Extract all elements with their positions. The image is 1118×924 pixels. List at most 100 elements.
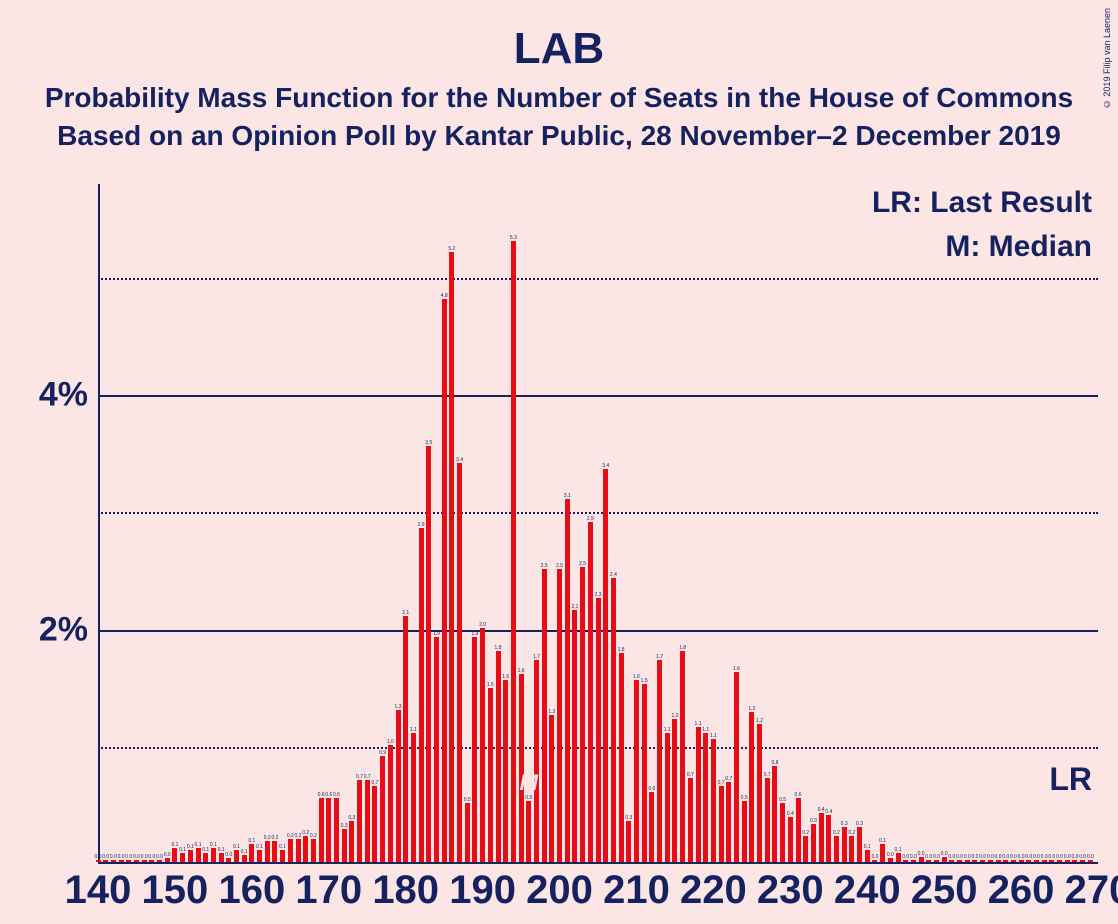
- bar: 0.0: [949, 860, 954, 862]
- bar: 2.9: [419, 528, 424, 862]
- bar: 0.1: [249, 844, 254, 862]
- bar-value-label: 1.5: [641, 678, 648, 684]
- bar-value-label: 1.7: [533, 654, 540, 660]
- grid-line-dotted: [98, 278, 1098, 280]
- bar: 4.8: [442, 299, 447, 862]
- bar-value-label: 2.5: [556, 563, 563, 569]
- bar: 0.0: [142, 860, 147, 862]
- bar-value-label: 1.6: [633, 674, 640, 680]
- bar: 5.2: [449, 252, 454, 862]
- bar: 1.6: [519, 674, 524, 862]
- bar-value-label: 0.0: [956, 854, 963, 860]
- bar: 1.6: [634, 680, 639, 862]
- bar: 0.0: [903, 860, 908, 862]
- bar: 1.6: [734, 672, 739, 862]
- bar: 0.2: [803, 836, 808, 862]
- bar: 2.5: [557, 569, 562, 862]
- bar-value-label: 0.1: [248, 838, 255, 844]
- bar: 0.0: [1003, 860, 1008, 862]
- bar-value-label: 0.0: [95, 854, 102, 860]
- bar-value-label: 1.2: [671, 713, 678, 719]
- bar: 3.1: [565, 499, 570, 862]
- bar-value-label: 3.4: [602, 463, 609, 469]
- bar-value-label: 0.0: [1056, 854, 1063, 860]
- bar-value-label: 0.0: [164, 852, 171, 858]
- bar-value-label: 0.0: [948, 854, 955, 860]
- x-axis-tick: 250: [911, 868, 978, 913]
- x-axis-tick: 150: [142, 868, 209, 913]
- bar: 0.7: [719, 786, 724, 862]
- bar-value-label: 0.1: [202, 847, 209, 853]
- bar: 0.4: [788, 817, 793, 862]
- bar: 0.2: [834, 836, 839, 862]
- bar: 1.8: [496, 651, 501, 862]
- copyright-text: © 2019 Filip van Laenen: [1102, 8, 1112, 109]
- bar: 0.2: [849, 836, 854, 862]
- bar-value-label: 1.0: [387, 739, 394, 745]
- bar: 2.4: [611, 578, 616, 862]
- bar: 0.0: [119, 860, 124, 862]
- bar-value-label: 0.6: [648, 786, 655, 792]
- bar: 2.3: [596, 598, 601, 862]
- bar: 0.1: [196, 848, 201, 862]
- bar: 0.3: [349, 821, 354, 862]
- bar-value-label: 0.1: [179, 847, 186, 853]
- bar-value-label: 1.9: [471, 631, 478, 637]
- last-result-marker: LR: [1049, 761, 1092, 798]
- bar-value-label: 0.0: [964, 854, 971, 860]
- bar: 0.3: [626, 821, 631, 862]
- bar-value-label: 0.5: [779, 797, 786, 803]
- bar-value-label: 0.0: [156, 854, 163, 860]
- bar-value-label: 0.4: [818, 807, 825, 813]
- bar: 0.0: [1057, 860, 1062, 862]
- bar: 1.2: [757, 724, 762, 862]
- bar: 0.0: [103, 860, 108, 862]
- bar: 1.3: [396, 710, 401, 862]
- bar: 0.0: [942, 857, 947, 862]
- bar-value-label: 2.0: [479, 622, 486, 628]
- bar: 0.2: [272, 841, 277, 862]
- bar-value-label: 0.0: [141, 854, 148, 860]
- bar: 1.3: [749, 712, 754, 862]
- bar: 0.0: [972, 860, 977, 862]
- bar: 0.0: [134, 860, 139, 862]
- bar-value-label: 0.1: [879, 838, 886, 844]
- bar-value-label: 0.3: [856, 821, 863, 827]
- bar-value-label: 0.5: [741, 795, 748, 801]
- bar: 3.5: [426, 446, 431, 862]
- bar-value-label: 1.8: [618, 647, 625, 653]
- bar-value-label: 0.7: [687, 772, 694, 778]
- bar-value-label: 0.5: [464, 797, 471, 803]
- bar: 2.5: [542, 569, 547, 862]
- bar: 0.1: [172, 848, 177, 862]
- x-axis-tick: 160: [218, 868, 285, 913]
- bar-value-label: 0.1: [241, 849, 248, 855]
- bar-value-label: 0.1: [233, 844, 240, 850]
- bar-value-label: 1.6: [518, 668, 525, 674]
- bar-value-label: 0.0: [871, 854, 878, 860]
- bar-value-label: 1.1: [710, 733, 717, 739]
- chart-subtitle-1: Probability Mass Function for the Number…: [0, 82, 1118, 114]
- bar-value-label: 0.2: [287, 833, 294, 839]
- bar: 0.6: [334, 798, 339, 862]
- bar: 0.0: [1034, 860, 1039, 862]
- x-axis-tick: 220: [680, 868, 747, 913]
- bar-value-label: 0.3: [348, 815, 355, 821]
- bar: 0.1: [203, 853, 208, 862]
- bar: 0.0: [872, 860, 877, 862]
- bar-value-label: 0.8: [771, 760, 778, 766]
- bar-value-label: 0.2: [295, 833, 302, 839]
- bar: 1.1: [703, 733, 708, 862]
- bar: 1.7: [534, 660, 539, 862]
- bar: 0.4: [819, 813, 824, 862]
- bar: 0.1: [180, 853, 185, 862]
- bar: 1.6: [503, 680, 508, 862]
- bar-value-label: 5.3: [510, 235, 517, 241]
- bar: 1.8: [619, 653, 624, 862]
- bar-value-label: 0.1: [171, 842, 178, 848]
- bar: 0.0: [149, 860, 154, 862]
- bar-value-label: 0.1: [279, 844, 286, 850]
- chart-title: LAB: [0, 0, 1118, 74]
- x-axis-tick: 230: [757, 868, 824, 913]
- bar-value-label: 0.0: [133, 854, 140, 860]
